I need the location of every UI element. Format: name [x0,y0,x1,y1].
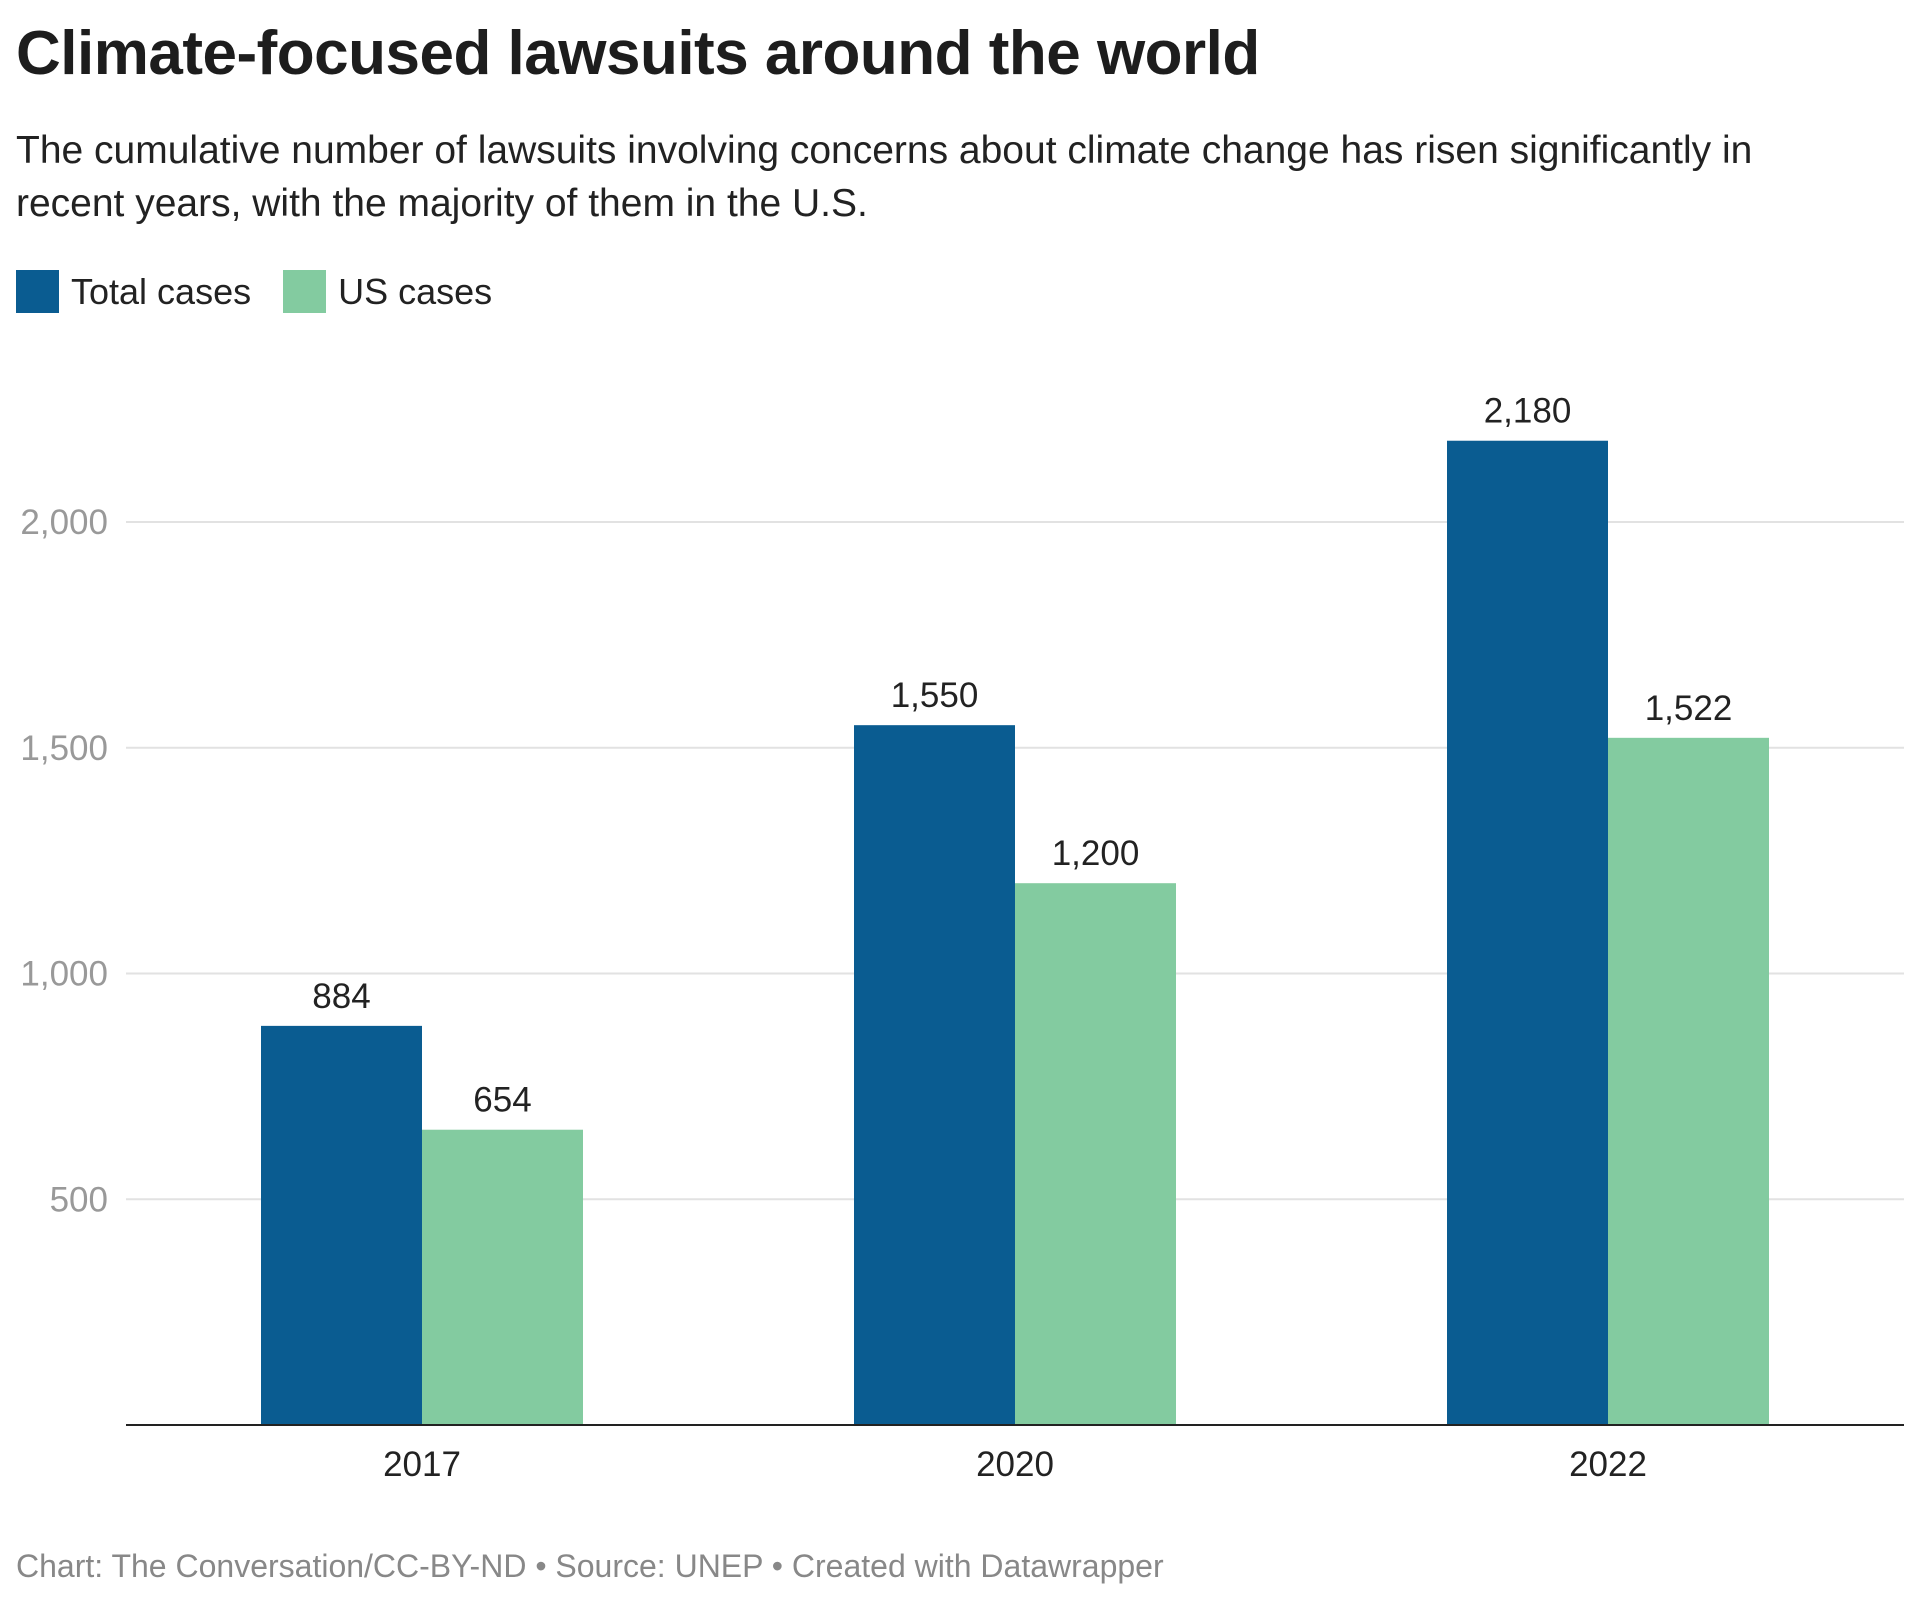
bar-value-label: 1,522 [1645,689,1733,728]
legend-swatch-us [283,270,327,313]
legend-label-us: US cases [338,270,493,312]
legend: Total cases US cases [16,270,524,313]
bar-value-label: 1,550 [891,676,979,715]
bar-value-label: 1,200 [1052,834,1140,873]
legend-item-us: US cases [283,270,492,313]
bar-us [1015,883,1176,1425]
x-tick-label: 2020 [976,1445,1054,1484]
y-tick-label: 2,000 [20,503,108,542]
bar-value-label: 2,180 [1484,392,1572,431]
bar-total [1447,440,1608,1426]
legend-swatch-total [16,270,59,313]
legend-label-total: Total cases [71,270,252,312]
bar-us [422,1129,583,1425]
chart-title: Climate-focused lawsuits around the worl… [16,19,1260,88]
y-tick-label: 1,500 [20,729,108,768]
bar-value-label: 884 [312,977,370,1016]
bar-total [261,1025,422,1425]
y-tick-label: 1,000 [20,955,108,994]
chart-footer: Chart: The Conversation/CC-BY-ND • Sourc… [16,1548,1164,1584]
legend-item-total: Total cases [16,270,251,313]
bar-value-label: 654 [473,1081,531,1120]
x-tick-label: 2017 [383,1445,461,1484]
bar-us [1608,737,1769,1425]
chart-subtitle: The cumulative number of lawsuits involv… [16,129,1753,225]
x-tick-label: 2022 [1569,1445,1647,1484]
bar-total [854,725,1015,1425]
y-tick-label: 500 [50,1180,108,1219]
